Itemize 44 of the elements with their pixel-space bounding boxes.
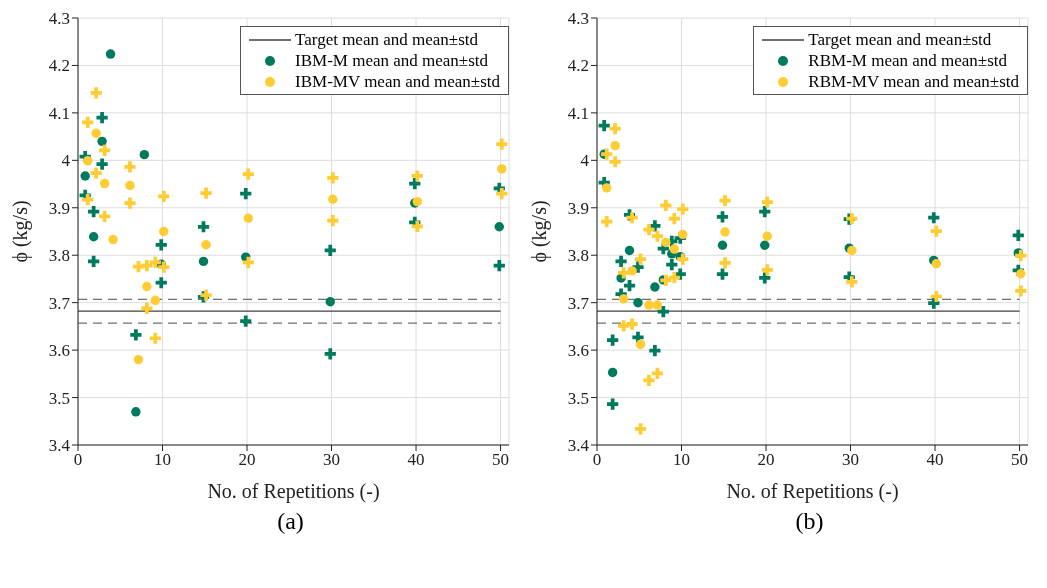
y-tick-label: 3.5: [48, 388, 70, 408]
y-tick-label: 3.4: [48, 436, 71, 456]
y-axis-title: ϕ (kg/s): [528, 200, 552, 263]
y-tick-label: 4.1: [48, 103, 70, 123]
x-axis-title: No. of Repetitions (-): [726, 480, 899, 503]
y-tick-label: 4.2: [567, 56, 589, 76]
y-tick-label: 4.3: [567, 9, 589, 29]
x-tick-label: 20: [238, 450, 256, 470]
y-tick-label: 4.3: [48, 9, 70, 29]
x-tick-label: 30: [842, 450, 860, 470]
x-tick-label: 30: [323, 450, 341, 470]
y-tick-label: 3.9: [567, 198, 589, 218]
y-tick-label: 4: [580, 151, 590, 171]
x-tick-label: 50: [1011, 450, 1029, 470]
y-tick-label: 3.6: [48, 341, 70, 361]
x-tick-label: 0: [73, 450, 83, 470]
legend-label: Target mean and mean±std: [295, 29, 478, 50]
y-tick-label: 3.7: [567, 293, 590, 313]
legend-label: RBM-MV mean and mean±std: [808, 71, 1019, 92]
x-tick-label: 10: [154, 450, 172, 470]
text: (a): [276, 508, 305, 535]
y-tick-label: 3.8: [567, 246, 589, 266]
y-axis-title: ϕ (kg/s): [9, 200, 33, 263]
x-axis-title: No. of Repetitions (-): [207, 480, 380, 503]
legend-label: RBM-M mean and mean±std: [808, 50, 1008, 71]
y-tick-label: 3.5: [567, 388, 589, 408]
x-tick-label: 40: [407, 450, 425, 470]
y-tick-label: 4: [61, 151, 71, 171]
x-tick-label: 10: [673, 450, 691, 470]
y-tick-label: 4.1: [567, 103, 589, 123]
y-tick-label: 3.9: [48, 198, 70, 218]
x-tick-label: 40: [926, 450, 944, 470]
x-tick-label: 50: [492, 450, 510, 470]
text: (b): [794, 508, 825, 535]
legend-label: Target mean and mean±std: [808, 29, 992, 50]
x-tick-label: 0: [592, 450, 602, 470]
y-tick-label: 3.4: [567, 436, 590, 456]
legend-label: IBM-MV mean and mean±std: [295, 71, 500, 92]
x-tick-label: 20: [757, 450, 775, 470]
y-tick-label: 4.2: [48, 56, 70, 76]
legend-label: IBM-M mean and mean±std: [295, 50, 489, 71]
y-tick-label: 3.7: [48, 293, 71, 313]
y-tick-label: 3.6: [567, 341, 589, 361]
y-tick-label: 3.8: [48, 246, 70, 266]
